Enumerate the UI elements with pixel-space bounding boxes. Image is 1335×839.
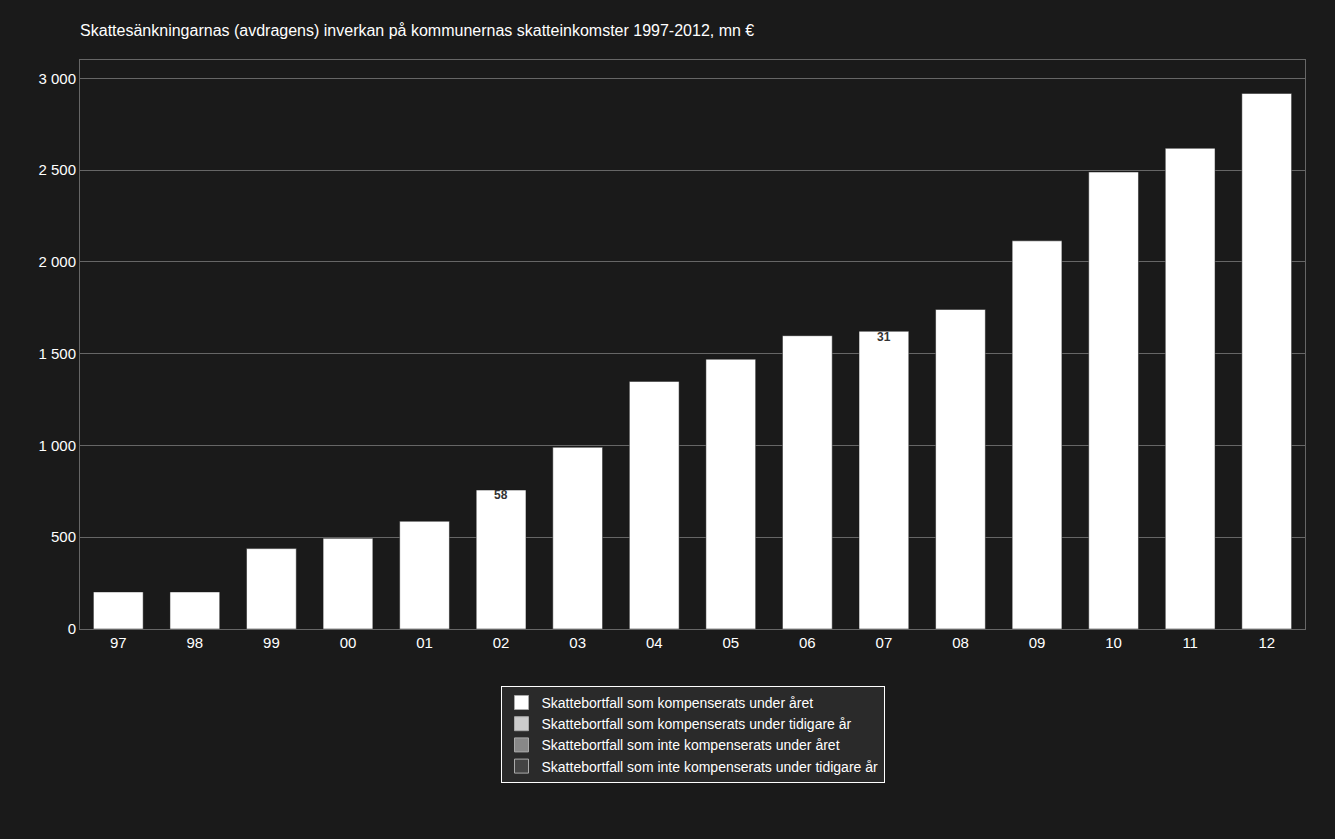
- svg-text:09: 09: [1029, 634, 1046, 651]
- svg-text:Skattesänkningarnas (avdragens: Skattesänkningarnas (avdragens) inverkan…: [80, 22, 754, 39]
- svg-text:06: 06: [799, 634, 816, 651]
- svg-text:98: 98: [186, 634, 203, 651]
- svg-text:31: 31: [877, 330, 891, 344]
- svg-text:07: 07: [876, 634, 893, 651]
- svg-text:04: 04: [646, 634, 663, 651]
- svg-text:2 000: 2 000: [38, 253, 76, 270]
- svg-text:1 000: 1 000: [38, 437, 76, 454]
- svg-text:Skattebortfall som inte kompen: Skattebortfall som inte kompenserats und…: [542, 737, 840, 753]
- svg-text:500: 500: [51, 528, 76, 545]
- svg-text:99: 99: [263, 634, 280, 651]
- svg-text:2 500: 2 500: [38, 161, 76, 178]
- svg-text:1 500: 1 500: [38, 345, 76, 362]
- svg-text:3 000: 3 000: [38, 70, 76, 87]
- svg-text:08: 08: [952, 634, 969, 651]
- svg-text:01: 01: [416, 634, 433, 651]
- svg-text:58: 58: [494, 488, 508, 502]
- svg-text:Skattebortfall som kompenserat: Skattebortfall som kompenserats under år…: [542, 695, 814, 711]
- svg-text:97: 97: [110, 634, 127, 651]
- svg-text:Skattebortfall som inte kompen: Skattebortfall som inte kompenserats und…: [542, 759, 879, 775]
- svg-text:11: 11: [1182, 634, 1198, 651]
- svg-text:Skattebortfall som kompenserat: Skattebortfall som kompenserats under ti…: [542, 716, 852, 732]
- svg-text:05: 05: [722, 634, 739, 651]
- svg-text:00: 00: [340, 634, 357, 651]
- svg-text:0: 0: [68, 620, 76, 637]
- svg-text:03: 03: [569, 634, 586, 651]
- svg-text:12: 12: [1258, 634, 1275, 651]
- svg-text:02: 02: [493, 634, 510, 651]
- svg-text:10: 10: [1105, 634, 1122, 651]
